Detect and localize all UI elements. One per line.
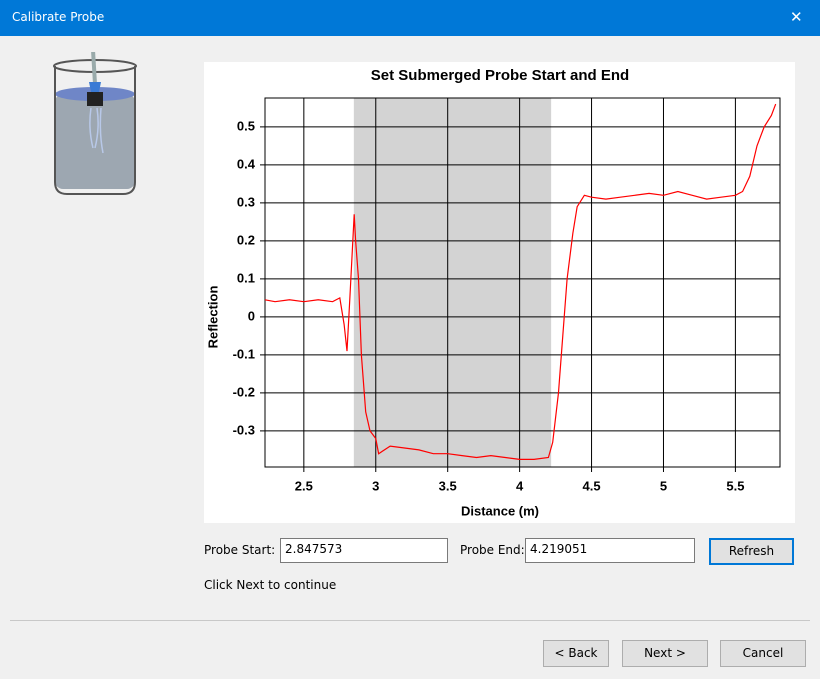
x-tick-label: 5.5 — [726, 478, 744, 493]
y-tick-label: 0.1 — [237, 270, 255, 285]
separator — [10, 620, 810, 621]
probe-start-label: Probe Start: — [204, 543, 276, 557]
title-bar: Calibrate Probe ✕ — [0, 0, 820, 36]
beaker-icon — [53, 52, 137, 195]
refresh-button[interactable]: Refresh — [709, 538, 794, 565]
hint-text: Click Next to continue — [204, 578, 337, 592]
reflection-line — [264, 103, 777, 460]
y-tick-label: 0.3 — [237, 194, 255, 209]
x-tick-label: 3.5 — [439, 478, 457, 493]
back-button[interactable]: < Back — [543, 640, 609, 667]
probe-start-input[interactable]: 2.847573 — [280, 538, 448, 563]
x-tick-label: 5 — [660, 478, 667, 493]
chart-title: Set Submerged Probe Start and End — [371, 67, 629, 84]
probe-range-band — [353, 98, 552, 467]
y-tick-label: 0.2 — [237, 232, 255, 247]
next-button[interactable]: Next > — [622, 640, 708, 667]
y-tick-label: 0.4 — [237, 156, 256, 171]
y-tick-label: 0.5 — [237, 118, 255, 133]
x-tick-label: 3 — [372, 478, 379, 493]
probe-end-input[interactable]: 4.219051 — [525, 538, 695, 563]
y-tick-label: -0.2 — [233, 384, 255, 399]
window-title: Calibrate Probe — [12, 10, 105, 24]
x-tick-label: 2.5 — [295, 478, 313, 493]
y-tick-label: -0.1 — [233, 346, 255, 361]
cancel-button[interactable]: Cancel — [720, 640, 806, 667]
y-tick-label: 0 — [248, 308, 255, 323]
probe-end-label: Probe End: — [460, 543, 525, 557]
x-tick-label: 4 — [516, 478, 524, 493]
y-axis-label: Reflection — [205, 286, 220, 349]
y-tick-label: -0.3 — [233, 422, 255, 437]
x-axis-label: Distance (m) — [461, 503, 539, 518]
chart: Set Submerged Probe Start and End Distan… — [204, 62, 795, 523]
x-tick-label: 4.5 — [583, 478, 601, 493]
close-button[interactable]: ✕ — [790, 8, 803, 26]
plot-frame — [264, 97, 781, 468]
